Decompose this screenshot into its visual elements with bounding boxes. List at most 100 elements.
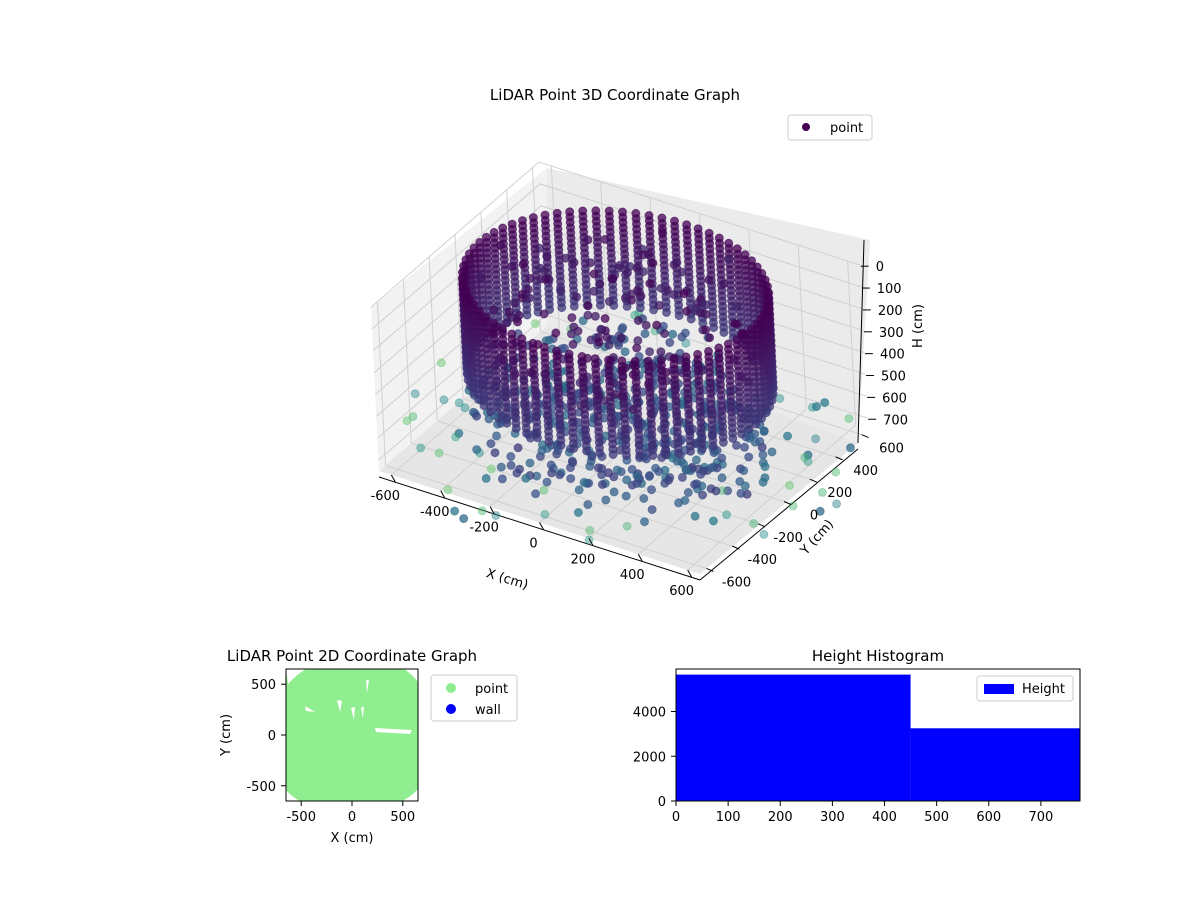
point [481,232,491,242]
point [604,355,613,365]
point [489,227,499,237]
point [656,283,666,293]
point [647,485,656,495]
gap-mark [351,707,355,720]
point [410,389,420,399]
x-tick-label-2d: 0 [348,810,356,825]
point [682,220,692,230]
y-tick-label-hist: 2000 [633,750,666,765]
x-tick-3d [687,569,693,578]
grid-line-y-floor [437,420,759,525]
point [644,211,654,220]
point [498,223,508,233]
point [590,311,600,321]
point [704,275,714,285]
point [622,521,632,531]
point [815,506,825,516]
point [506,312,516,322]
point [587,452,597,462]
grid-line-y-side [376,301,386,466]
point [600,234,610,244]
x-tick-label-hist: 500 [924,810,949,825]
x-axis-line [378,476,701,581]
point [674,498,684,508]
point [630,356,640,366]
point [506,460,516,470]
gap-mark [366,680,369,693]
axes-3d-lines [378,239,865,581]
x-tick-label-hist: 200 [768,810,793,825]
x-tick-3d [539,522,544,530]
point [497,474,507,484]
histogram-title: Height Histogram [812,647,944,665]
point [693,224,703,234]
point [681,352,691,362]
point [506,452,516,461]
point [567,313,577,323]
point [698,490,707,500]
y-tick-label-hist: 4000 [633,706,666,721]
point [683,488,693,497]
point [566,463,575,473]
grid-line-y-side [402,279,412,444]
point [657,227,667,237]
y-tick-label-3d: -200 [773,531,803,546]
point [604,340,614,350]
point [669,354,679,364]
point [604,297,614,306]
point [531,489,541,499]
point [540,210,550,220]
legend-3d-marker [802,123,810,131]
point [573,508,583,517]
y-tick-label-2d: 0 [268,729,276,744]
point [749,519,759,528]
point [525,458,535,468]
x-axis-label-2d: X (cm) [331,831,374,846]
point [623,268,632,278]
point [577,352,587,361]
histogram-bars [676,674,1080,801]
x-tick-label-hist: 0 [672,810,680,825]
point [844,414,854,424]
point [553,445,563,455]
point [568,339,578,349]
point [518,216,527,226]
point [711,486,721,496]
point [631,208,641,218]
corner-gap-top-left [286,669,306,684]
point [513,443,523,453]
point [846,443,855,453]
legend-2d-point-label: point [475,682,508,697]
point [583,235,593,245]
point [640,517,649,527]
point [654,300,664,310]
point [459,514,469,524]
point [594,337,604,347]
point [489,305,499,315]
z-tick-label-3d: 0 [876,260,884,275]
point [714,343,724,353]
point [416,443,426,453]
point [785,481,794,490]
x-tick-label-hist: 400 [872,810,897,825]
point [542,477,552,487]
point [566,329,576,339]
point [708,516,718,526]
plot-2d-content [286,669,418,801]
point [831,467,841,477]
point [616,333,626,343]
point [800,453,810,462]
point [740,250,750,260]
grid-line-y-side [454,234,464,399]
point [443,485,453,495]
x-tick-3d [588,538,594,546]
x-tick-label-hist: 100 [716,810,741,825]
point [439,395,449,405]
ticks-2d: -500 0 500 -500 0 500 [246,678,415,825]
point [574,485,584,495]
point [477,506,487,516]
point [518,259,528,269]
point [517,334,527,344]
point [740,442,749,452]
